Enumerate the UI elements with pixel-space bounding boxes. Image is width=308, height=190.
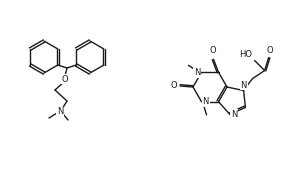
Text: O: O: [209, 46, 216, 55]
Text: O: O: [266, 46, 273, 55]
Text: N: N: [202, 97, 209, 106]
Text: N: N: [231, 110, 237, 119]
Text: HO: HO: [239, 50, 252, 59]
Text: N: N: [241, 81, 247, 89]
Text: N: N: [57, 108, 63, 116]
Text: O: O: [170, 82, 177, 90]
Text: O: O: [62, 74, 68, 83]
Text: N: N: [194, 68, 201, 77]
